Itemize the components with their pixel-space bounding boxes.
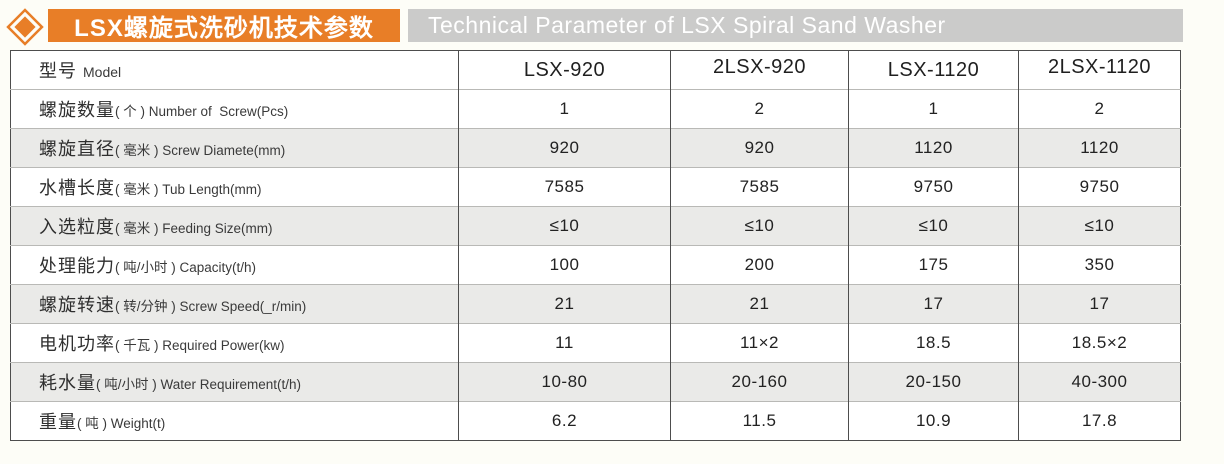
row-label-en: ( 毫米 ) Tub Length(mm) [115,182,262,197]
value-cell: 350 [1018,245,1181,285]
table-row: 螺旋转速( 转/分钟 ) Screw Speed(_r/min) 21 21 1… [10,284,1181,324]
diamond-icon [4,6,46,48]
table-row: 电机功率( 千瓦 ) Required Power(kw) 11 11×2 18… [10,323,1181,363]
value-cell: 1 [458,89,671,129]
value-cell: 20-150 [848,362,1019,402]
row-label-cn: 螺旋数量 [39,100,115,120]
column-header-2lsx-1120: 2LSX-1120 [1018,50,1181,90]
table-row: 螺旋直径( 毫米 ) Screw Diamete(mm) 920 920 112… [10,128,1181,168]
value-cell: 920 [458,128,671,168]
value-cell: 11×2 [670,323,849,363]
row-label-cn: 电机功率 [39,334,115,354]
value-cell: 10.9 [848,401,1019,441]
row-label-en: ( 毫米 ) Feeding Size(mm) [115,221,273,236]
table-row: 入选粒度( 毫米 ) Feeding Size(mm) ≤10 ≤10 ≤10 … [10,206,1181,246]
row-label-en: ( 吨/小时 ) Water Requirement(t/h) [96,377,302,392]
value-cell: 18.5×2 [1018,323,1181,363]
parameters-table: 型号 Model LSX-920 2LSX-920 LSX-1120 2LSX-1… [10,50,1181,441]
value-cell: 9750 [1018,167,1181,207]
value-cell: 7585 [670,167,849,207]
value-cell: 11 [458,323,671,363]
row-label-cell: 重量( 吨 ) Weight(t) [10,401,459,441]
row-label-en: ( 个 ) Number of Screw(Pcs) [115,104,289,119]
column-header-lsx-1120: LSX-1120 [848,50,1019,90]
title-text-cn: LSX螺旋式洗砂机技术参数 [74,15,374,42]
row-label-cn: 螺旋转速 [39,295,115,315]
value-cell: 920 [670,128,849,168]
row-label-cn: 水槽长度 [39,178,115,198]
value-cell: 20-160 [670,362,849,402]
value-cell: 1 [848,89,1019,129]
value-cell: 7585 [458,167,671,207]
row-label-cell: 螺旋转速( 转/分钟 ) Screw Speed(_r/min) [10,284,459,324]
table-row: 处理能力( 吨/小时 ) Capacity(t/h) 100 200 175 3… [10,245,1181,285]
value-cell: ≤10 [1018,206,1181,246]
row-label-cell: 螺旋直径( 毫米 ) Screw Diamete(mm) [10,128,459,168]
row-label-en: ( 吨 ) Weight(t) [77,416,166,431]
value-cell: 2 [670,89,849,129]
row-label-cn: 重量 [39,412,77,432]
table-row: 水槽长度( 毫米 ) Tub Length(mm) 7585 7585 9750… [10,167,1181,207]
value-cell: 21 [670,284,849,324]
title-bar-en: Technical Parameter of LSX Spiral Sand W… [408,9,1183,42]
value-cell: 1120 [1018,128,1181,168]
column-header-lsx-920: LSX-920 [458,50,671,90]
value-cell: 2 [1018,89,1181,129]
table-row: 重量( 吨 ) Weight(t) 6.2 11.5 10.9 17.8 [10,401,1181,441]
title-badge-cn: LSX螺旋式洗砂机技术参数 [48,9,400,42]
value-cell: 11.5 [670,401,849,441]
value-cell: 10-80 [458,362,671,402]
title-text-en: Technical Parameter of LSX Spiral Sand W… [428,12,946,38]
row-label-cell: 耗水量( 吨/小时 ) Water Requirement(t/h) [10,362,459,402]
table-row: 螺旋数量( 个 ) Number of Screw(Pcs) 1 2 1 2 [10,89,1181,129]
value-cell: 6.2 [458,401,671,441]
row-label-cell: 电机功率( 千瓦 ) Required Power(kw) [10,323,459,363]
model-label-cell: 型号 Model [11,51,459,90]
column-header-2lsx-920: 2LSX-920 [670,50,849,90]
row-label-cell: 水槽长度( 毫米 ) Tub Length(mm) [10,167,459,207]
value-cell: 175 [848,245,1019,285]
value-cell: 1120 [848,128,1019,168]
row-label-cell: 入选粒度( 毫米 ) Feeding Size(mm) [10,206,459,246]
value-cell: 17 [848,284,1019,324]
model-label-cn: 型号 [39,61,77,81]
row-label-en: ( 千瓦 ) Required Power(kw) [115,338,285,353]
value-cell: 100 [458,245,671,285]
value-cell: 9750 [848,167,1019,207]
row-label-cn: 入选粒度 [39,217,115,237]
value-cell: 18.5 [848,323,1019,363]
row-label-en: ( 转/分钟 ) Screw Speed(_r/min) [115,299,307,314]
value-cell: ≤10 [670,206,849,246]
value-cell: 17.8 [1018,401,1181,441]
value-cell: ≤10 [848,206,1019,246]
value-cell: 21 [458,284,671,324]
row-label-en: ( 吨/小时 ) Capacity(t/h) [115,260,257,275]
model-label-en: Model [83,64,122,80]
row-label-cn: 耗水量 [39,373,96,393]
row-label-cn: 处理能力 [39,256,115,276]
value-cell: 200 [670,245,849,285]
table-header-row: 型号 Model LSX-920 2LSX-920 LSX-1120 2LSX-1… [11,50,1181,90]
table-row: 耗水量( 吨/小时 ) Water Requirement(t/h) 10-80… [10,362,1181,402]
row-label-en: ( 毫米 ) Screw Diamete(mm) [115,143,286,158]
row-label-cell: 处理能力( 吨/小时 ) Capacity(t/h) [10,245,459,285]
value-cell: 40-300 [1018,362,1181,402]
value-cell: 17 [1018,284,1181,324]
row-label-cn: 螺旋直径 [39,139,115,159]
value-cell: ≤10 [458,206,671,246]
row-label-cell: 螺旋数量( 个 ) Number of Screw(Pcs) [10,89,459,129]
page-header: LSX螺旋式洗砂机技术参数 Technical Parameter of LSX… [0,0,1224,50]
